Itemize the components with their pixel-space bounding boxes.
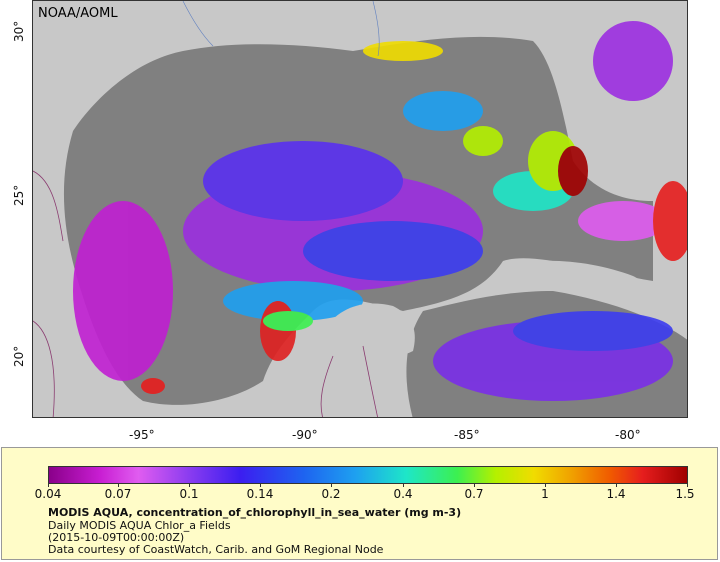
colorbar-label: 0.14 bbox=[246, 487, 274, 501]
colorbar-tick bbox=[687, 484, 688, 487]
coastlines bbox=[33, 170, 378, 417]
colorbar-label: 1.4 bbox=[606, 487, 626, 501]
colorbar-tick bbox=[474, 484, 475, 487]
lat-label-30: 30° bbox=[12, 20, 26, 42]
agency-label: NOAA/AOML bbox=[38, 6, 118, 21]
lat-label-25: 25° bbox=[12, 184, 26, 206]
colorbar-tick bbox=[403, 484, 404, 487]
legend-panel bbox=[1, 447, 718, 560]
colorbar-tick bbox=[331, 484, 332, 487]
colorbar-tick bbox=[189, 484, 190, 487]
lon-label-95: -95° bbox=[129, 428, 155, 442]
chlorophyll-patches bbox=[73, 21, 687, 401]
lat-label-20: 20° bbox=[12, 345, 26, 367]
colorbar-tick bbox=[118, 484, 119, 487]
map-frame[interactable] bbox=[32, 0, 688, 418]
cuba-island bbox=[503, 260, 648, 296]
colorbar-label: 0.2 bbox=[321, 487, 341, 501]
colorbar-label: 0.04 bbox=[34, 487, 62, 501]
chlorophyll-map[interactable] bbox=[33, 1, 688, 418]
lon-label-90: -90° bbox=[292, 428, 318, 442]
legend-line-3: Data courtesy of CoastWatch, Carib. and … bbox=[48, 543, 384, 556]
colorbar-label: 1 bbox=[541, 487, 549, 501]
colorbar-label: 0.7 bbox=[464, 487, 484, 501]
colorbar-label: 0.07 bbox=[104, 487, 132, 501]
lon-label-85: -85° bbox=[454, 428, 480, 442]
colorbar-label: 1.5 bbox=[675, 487, 695, 501]
legend-line-2: (2015-10-09T00:00:00Z) bbox=[48, 531, 185, 544]
colorbar-tick bbox=[48, 484, 49, 487]
legend-title: MODIS AQUA, concentration_of_chlorophyll… bbox=[48, 506, 462, 519]
colorbar-label: 0.1 bbox=[179, 487, 199, 501]
colorbar bbox=[48, 466, 688, 484]
legend-line-1: Daily MODIS AQUA Chlor_a Fields bbox=[48, 519, 231, 532]
colorbar-tick bbox=[260, 484, 261, 487]
colorbar-tick bbox=[545, 484, 546, 487]
florida-peninsula bbox=[568, 41, 620, 191]
rivers bbox=[182, 1, 380, 57]
colorbar-label: 0.4 bbox=[393, 487, 413, 501]
yucatan-peninsula bbox=[323, 303, 415, 360]
colorbar-tick bbox=[616, 484, 617, 487]
lon-label-80: -80° bbox=[615, 428, 641, 442]
